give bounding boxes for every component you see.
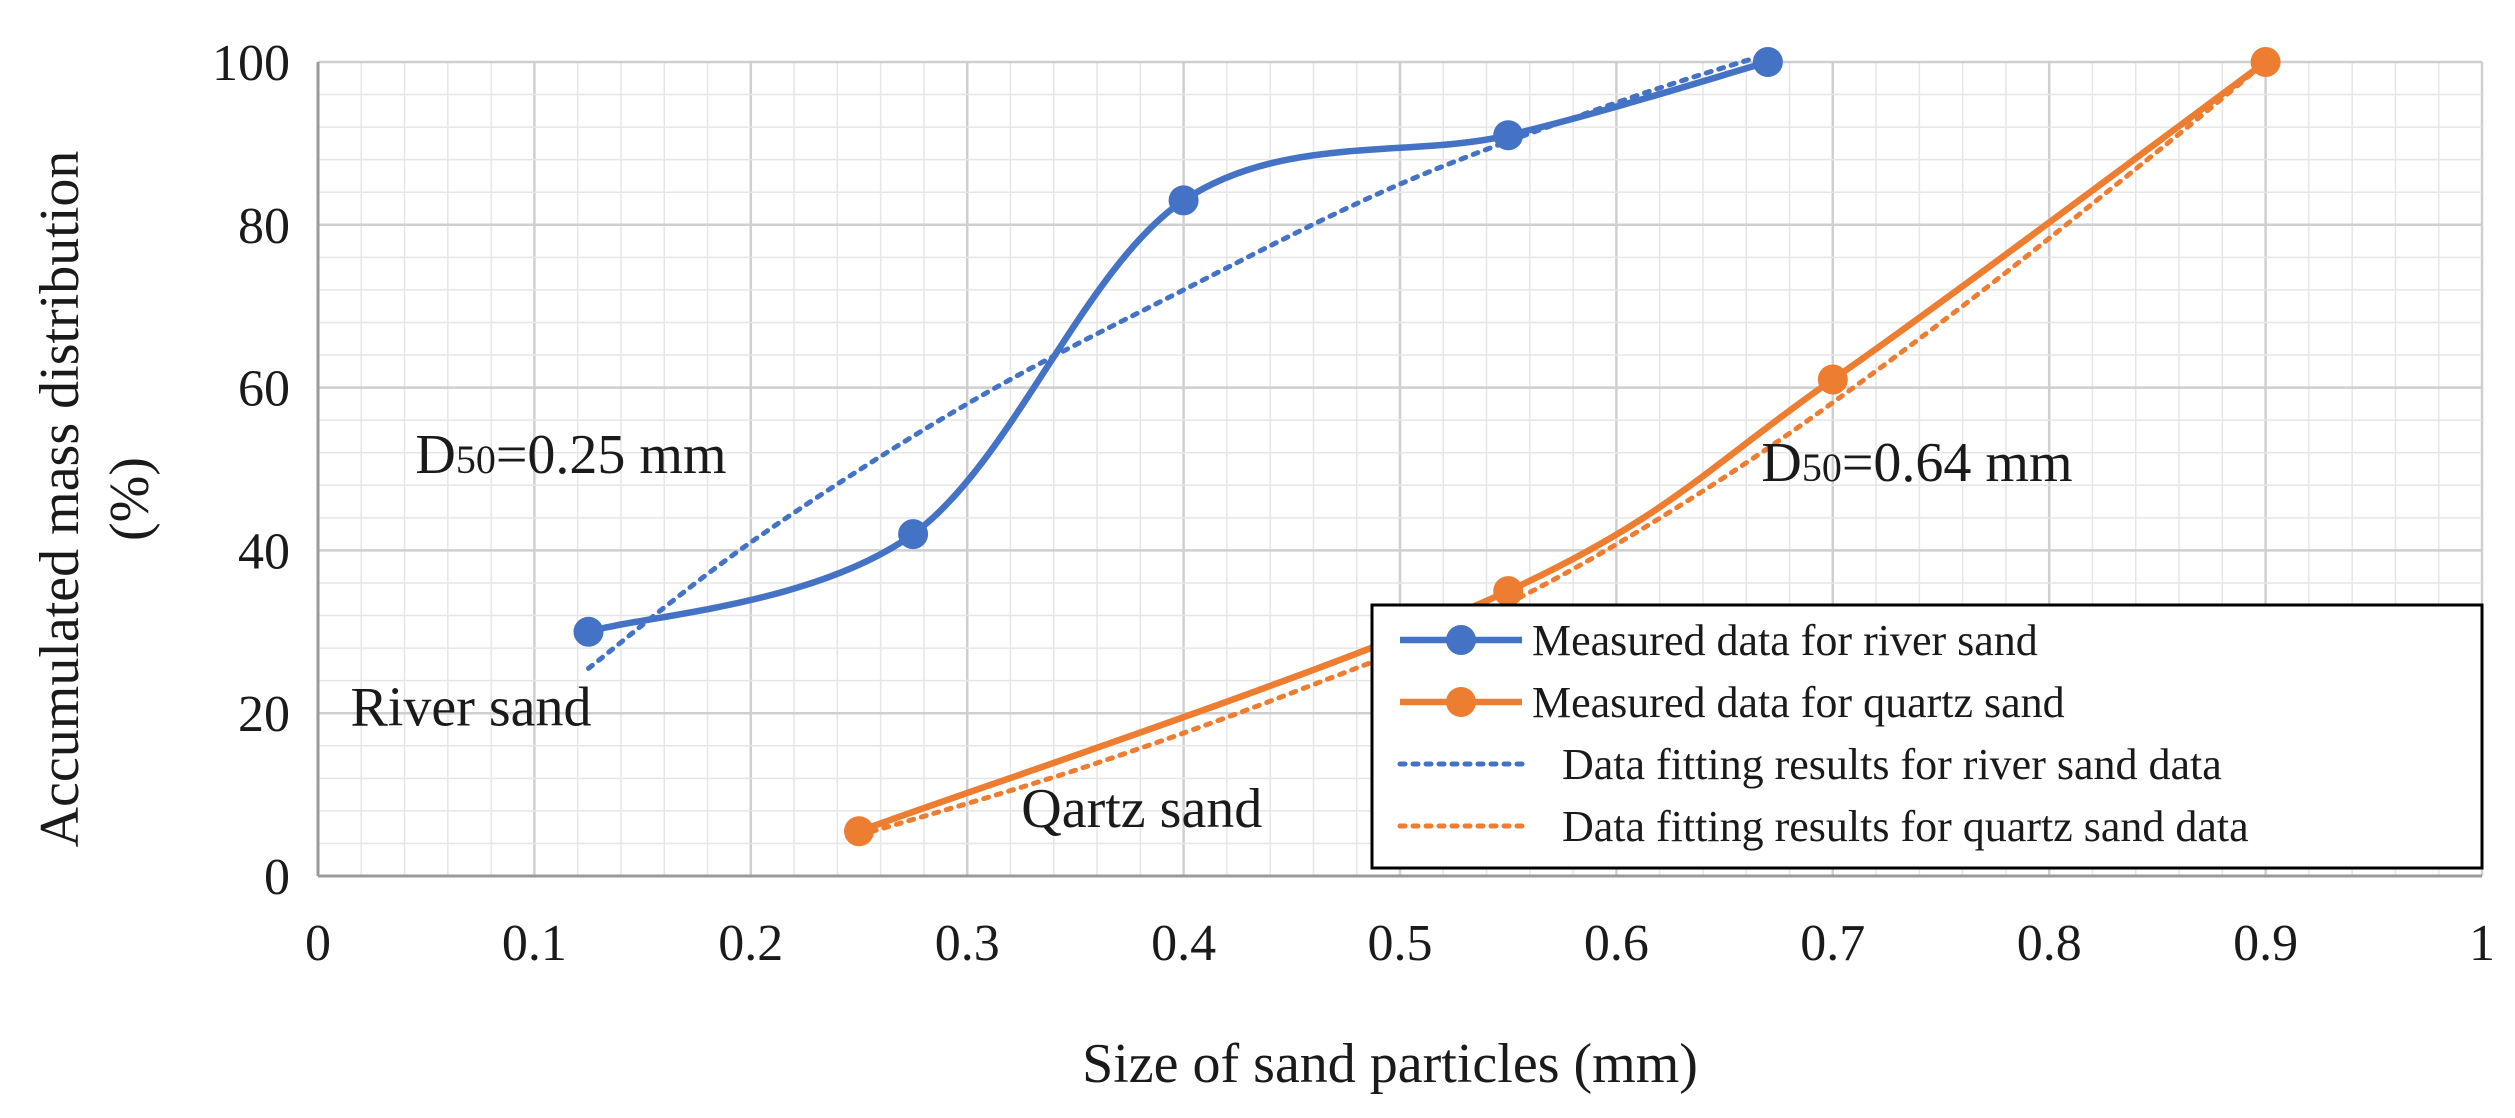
data-point-measured-data-for-quartz-sand <box>844 816 874 847</box>
annotation-value: =0.25 mm <box>496 424 727 486</box>
legend-label-data-fitting-results-for-river-sand-data: Data fitting results for river sand data <box>1562 740 2222 789</box>
data-point-measured-data-for-quartz-sand <box>1493 576 1524 607</box>
x-tick-label: 0.6 <box>1584 915 1649 972</box>
annotation-river-d50: D50=0.25 mm <box>415 424 726 486</box>
annotation-subscript: 50 <box>456 437 496 482</box>
series-line-measured-data-for-quartz-sand <box>857 59 2268 835</box>
series-line-data-fitting-results-for-quartz-sand-data <box>856 59 2269 838</box>
annotation-prefix: D <box>415 424 455 486</box>
x-tick-label: 1 <box>2469 915 2495 972</box>
legend-label-measured-data-for-river-sand: Measured data for river sand <box>1532 616 2038 665</box>
x-tick-label: 0.2 <box>718 915 783 972</box>
annotation-value: =0.64 mm <box>1842 432 2073 494</box>
legend-label-data-fitting-results-for-quartz-sand-data: Data fitting results for quartz sand dat… <box>1562 802 2249 851</box>
data-point-measured-data-for-river-sand <box>1752 47 1783 77</box>
y-tick-label: 0 <box>264 849 290 906</box>
y-tick-label: 20 <box>238 686 290 743</box>
series-line-measured-data-for-river-sand <box>587 58 1769 635</box>
legend-marker-measured-data-for-quartz-sand <box>1446 687 1476 717</box>
data-point-measured-data-for-river-sand <box>1493 120 1524 151</box>
annotation-river-label: River sand <box>350 676 591 738</box>
series <box>573 47 2281 847</box>
annotation-quartz-d50: D50=0.64 mm <box>1761 432 2072 494</box>
y-tick-label: 60 <box>238 361 290 418</box>
y-axis-title-line: (%) <box>99 457 161 541</box>
x-tick-label: 0.9 <box>2233 915 2298 972</box>
x-tick-label: 0.3 <box>935 915 1000 972</box>
y-tick-label: 40 <box>238 523 290 580</box>
data-point-measured-data-for-quartz-sand <box>1817 364 1848 395</box>
legend-label-measured-data-for-quartz-sand: Measured data for quartz sand <box>1532 678 2065 727</box>
annotation-subscript: 50 <box>1802 445 1842 490</box>
data-point-measured-data-for-river-sand <box>1168 185 1199 216</box>
x-tick-label: 0.1 <box>502 915 567 972</box>
y-tick-label: 100 <box>212 35 290 92</box>
data-point-measured-data-for-quartz-sand <box>2250 47 2281 77</box>
legend-marker-measured-data-for-river-sand <box>1446 625 1476 655</box>
x-tick-label: 0.7 <box>1800 915 1865 972</box>
x-tick-label: 0 <box>305 915 331 972</box>
axes: 0 0.1 0.2 0.3 0.4 0.5 0.6 0.7 0.8 0.9 1 0 20 40 60 80 10… <box>29 35 2495 1095</box>
y-axis-title-line: Accumulated mass distribution <box>29 151 91 848</box>
x-axis-title: Size of sand particles (mm) <box>1082 1033 1698 1095</box>
annotation-quartz-label: Qartz sand <box>1021 778 1262 840</box>
y-axis-title: Accumulated mass distribution (%) <box>29 151 161 848</box>
data-point-measured-data-for-river-sand <box>898 519 929 550</box>
data-point-measured-data-for-river-sand <box>573 616 604 647</box>
y-tick-label: 80 <box>238 198 290 255</box>
x-tick-label: 0.8 <box>2017 915 2082 972</box>
legend-box <box>1370 603 2484 870</box>
annotation-prefix: D <box>1761 432 1801 494</box>
x-tick-label: 0.4 <box>1151 915 1216 972</box>
x-tick-label: 0.5 <box>1368 915 1433 972</box>
legend: Measured data for river sand Measured dat… <box>1370 603 2484 870</box>
